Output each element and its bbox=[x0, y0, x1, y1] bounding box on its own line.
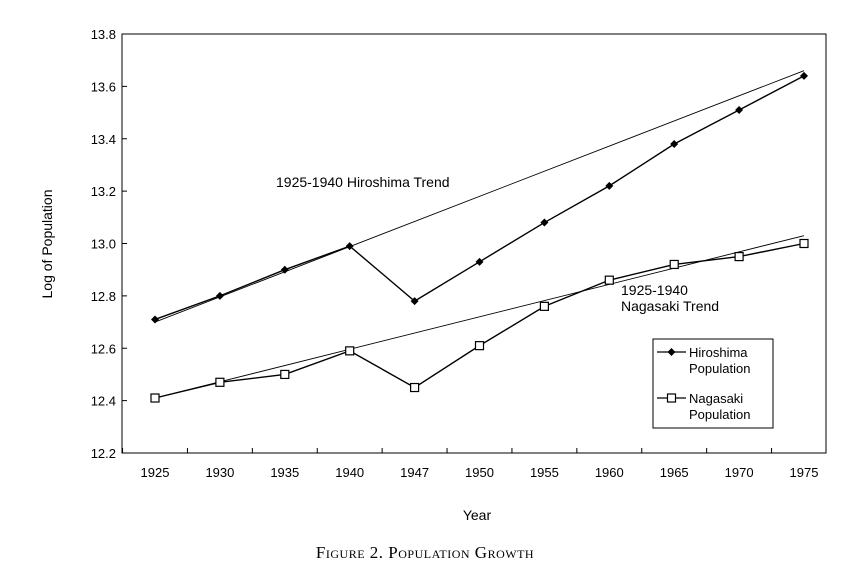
series-layer bbox=[150, 71, 809, 403]
nagasaki-point bbox=[215, 377, 225, 387]
x-tick-label: 1935 bbox=[270, 465, 299, 480]
y-axis: 12.2 12.4 12.6 12.8 13.0 13.2 13.4 13.6 13.8 bbox=[91, 27, 127, 461]
nagasaki-trend-label-line1: 1925-1940 bbox=[621, 282, 688, 298]
hiroshima-point bbox=[670, 139, 679, 148]
x-tick-label: 1950 bbox=[465, 465, 494, 480]
y-tick-label: 13.2 bbox=[91, 184, 116, 199]
x-tick-label: 1925 bbox=[141, 465, 170, 480]
nagasaki-point bbox=[669, 259, 679, 270]
trend-lines bbox=[154, 70, 805, 399]
x-tick-label: 1930 bbox=[205, 465, 234, 480]
y-tick-label: 12.8 bbox=[91, 289, 116, 304]
nagasaki-point bbox=[345, 346, 355, 356]
population-growth-chart: 12.2 12.4 12.6 12.8 13.0 13.2 13.4 13.6 13.8 192… bbox=[39, 27, 827, 523]
figure-caption: Figure 2. Population Growth bbox=[315, 543, 535, 562]
x-axis-title: Year bbox=[463, 507, 492, 523]
y-tick-label: 12.2 bbox=[91, 446, 116, 461]
legend-hiroshima-label-line2: Population bbox=[689, 361, 750, 376]
nagasaki-point bbox=[799, 238, 809, 249]
y-tick-label: 13.6 bbox=[91, 79, 116, 94]
hiroshima-point bbox=[540, 218, 549, 227]
legend-nagasaki-label-line2: Population bbox=[689, 407, 750, 422]
x-tick-label: 1955 bbox=[530, 465, 559, 480]
x-tick-label: 1965 bbox=[660, 465, 689, 480]
nagasaki-point bbox=[474, 341, 485, 351]
nagasaki-point bbox=[150, 393, 160, 403]
hiroshima-point bbox=[735, 105, 744, 114]
hiroshima-trend-line bbox=[154, 70, 805, 323]
nagasaki-point bbox=[734, 251, 744, 262]
hiroshima-series-line bbox=[154, 75, 805, 321]
nagasaki-point bbox=[280, 369, 290, 380]
hiroshima-point bbox=[605, 181, 614, 190]
x-tick-label: 1940 bbox=[335, 465, 364, 480]
nagasaki-point bbox=[604, 275, 614, 285]
legend: Hiroshima Population Nagasaki Population bbox=[652, 338, 774, 429]
y-tick-label: 12.6 bbox=[91, 341, 116, 356]
nagasaki-point bbox=[539, 301, 550, 311]
hiroshima-point bbox=[151, 315, 159, 324]
hiroshima-point bbox=[800, 71, 808, 80]
nagasaki-trend-line bbox=[154, 235, 805, 399]
y-tick-label: 13.0 bbox=[91, 237, 116, 252]
legend-hiroshima-diamond-icon bbox=[667, 348, 676, 356]
x-tick-label: 1960 bbox=[595, 465, 624, 480]
hiroshima-trend-label: 1925-1940 Hiroshima Trend bbox=[276, 174, 450, 190]
legend-nagasaki-square-icon bbox=[666, 393, 677, 403]
x-tick-label: 1975 bbox=[790, 465, 819, 480]
legend-hiroshima-label-line1: Hiroshima bbox=[689, 345, 748, 360]
nagasaki-point bbox=[410, 382, 420, 393]
hiroshima-point bbox=[475, 257, 484, 266]
y-tick-label: 12.4 bbox=[91, 394, 116, 409]
legend-nagasaki-label-line1: Nagasaki bbox=[689, 391, 743, 406]
hiroshima-point bbox=[410, 297, 419, 306]
hiroshima-point bbox=[345, 242, 354, 251]
y-axis-title: Log of Population bbox=[39, 190, 55, 299]
x-axis: 1925 1930 1935 1940 1947 1950 1955 1960 1965 1970… bbox=[122, 448, 819, 480]
hiroshima-point bbox=[280, 265, 289, 274]
y-tick-label: 13.4 bbox=[91, 132, 116, 147]
x-tick-label: 1947 bbox=[400, 465, 429, 480]
x-tick-label: 1970 bbox=[725, 465, 754, 480]
nagasaki-trend-label-line2: Nagasaki Trend bbox=[621, 298, 719, 314]
y-tick-label: 13.8 bbox=[91, 27, 116, 42]
hiroshima-point bbox=[215, 291, 224, 300]
